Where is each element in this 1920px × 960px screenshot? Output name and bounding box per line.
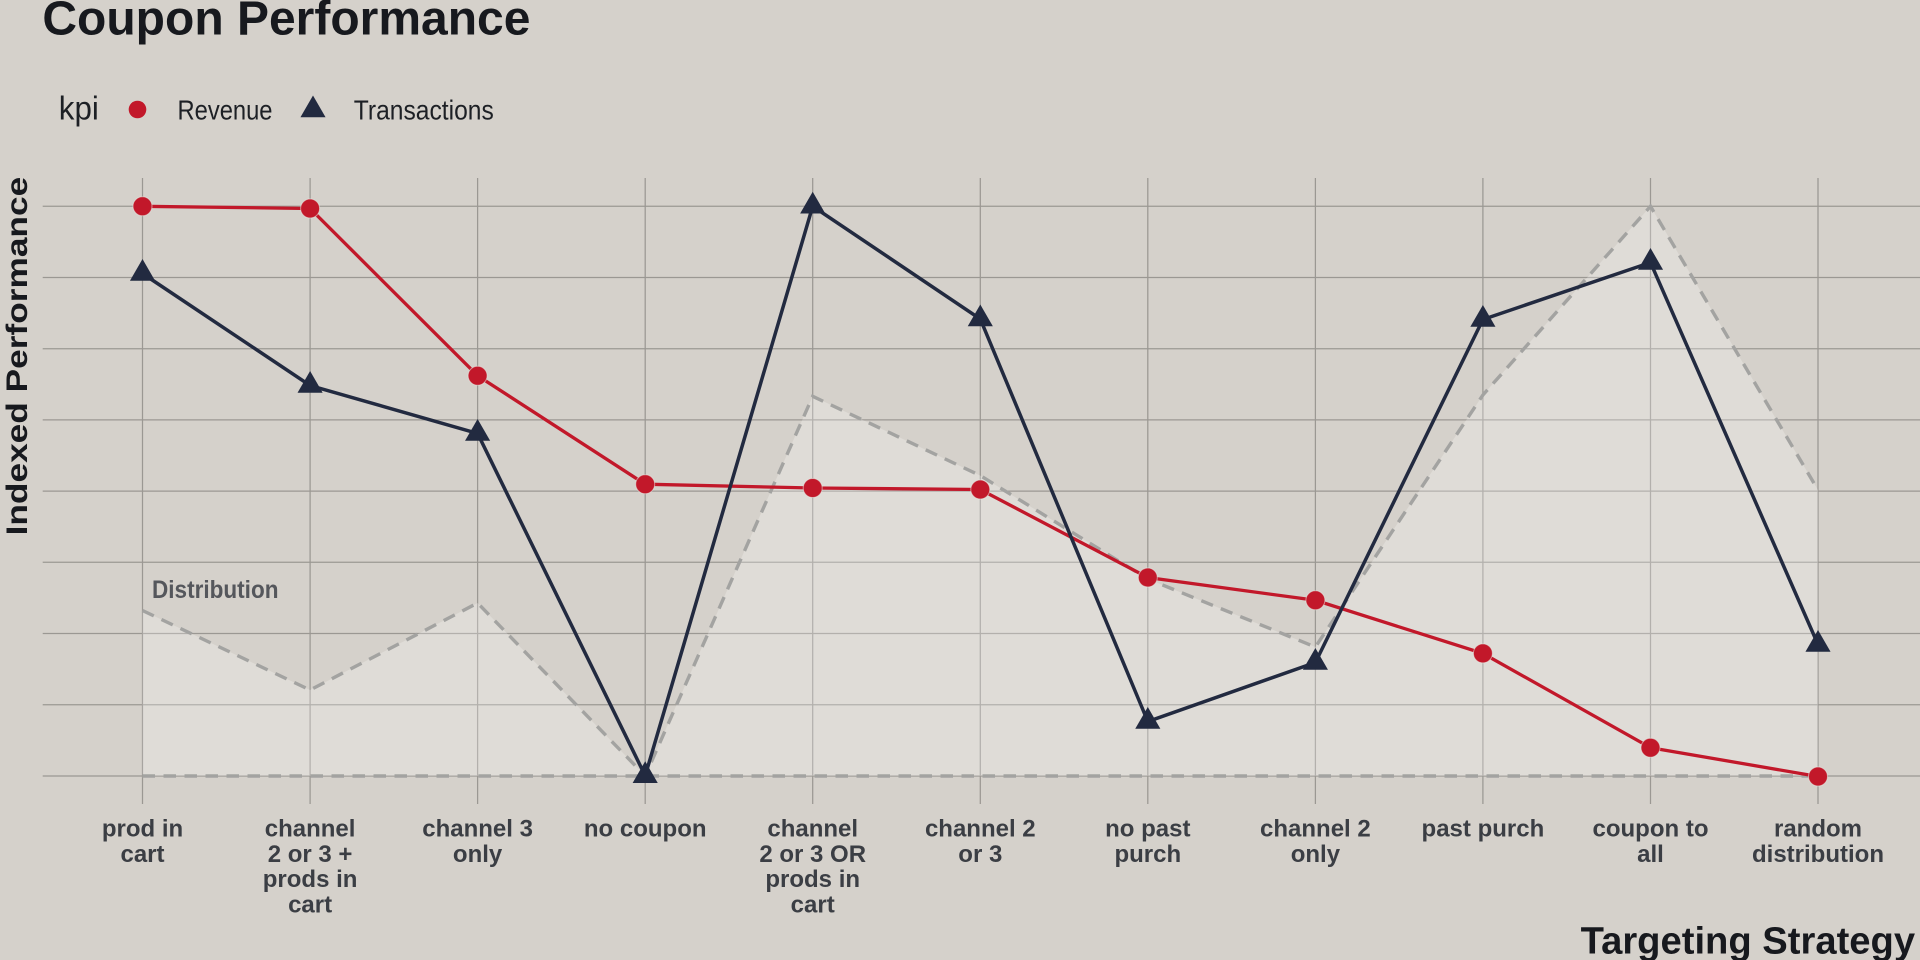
svg-text:channel 2: channel 2 xyxy=(925,815,1036,842)
svg-text:channel: channel xyxy=(767,815,858,842)
svg-text:cart: cart xyxy=(288,892,332,919)
svg-text:no coupon: no coupon xyxy=(584,815,707,842)
svg-text:only: only xyxy=(453,841,503,868)
svg-text:no past: no past xyxy=(1105,815,1190,842)
svg-text:2 or 3 OR: 2 or 3 OR xyxy=(759,841,866,868)
svg-text:Distribution: Distribution xyxy=(152,576,279,604)
svg-text:purch: purch xyxy=(1114,841,1181,868)
svg-text:Coupon Performance: Coupon Performance xyxy=(42,0,530,46)
svg-text:Targeting Strategy: Targeting Strategy xyxy=(1581,920,1916,960)
svg-text:random: random xyxy=(1774,815,1862,842)
svg-text:channel 2: channel 2 xyxy=(1260,815,1371,842)
svg-text:past purch: past purch xyxy=(1422,815,1545,842)
svg-text:Revenue: Revenue xyxy=(178,95,273,126)
svg-text:prods in: prods in xyxy=(263,866,358,893)
svg-text:prod in: prod in xyxy=(102,815,183,842)
svg-text:all: all xyxy=(1637,841,1664,868)
svg-text:or 3: or 3 xyxy=(958,841,1002,868)
svg-text:kpi: kpi xyxy=(59,90,99,127)
svg-text:channel: channel xyxy=(265,815,356,842)
svg-text:prods in: prods in xyxy=(765,866,860,893)
svg-text:channel 3: channel 3 xyxy=(422,815,533,842)
svg-text:Transactions: Transactions xyxy=(354,95,494,126)
svg-text:distribution: distribution xyxy=(1752,841,1884,868)
svg-text:Indexed Performance: Indexed Performance xyxy=(1,177,34,536)
svg-text:2 or 3 +: 2 or 3 + xyxy=(268,841,353,868)
svg-text:cart: cart xyxy=(120,841,164,868)
svg-text:cart: cart xyxy=(791,892,835,919)
svg-text:coupon to: coupon to xyxy=(1593,815,1709,842)
svg-text:only: only xyxy=(1291,841,1341,868)
